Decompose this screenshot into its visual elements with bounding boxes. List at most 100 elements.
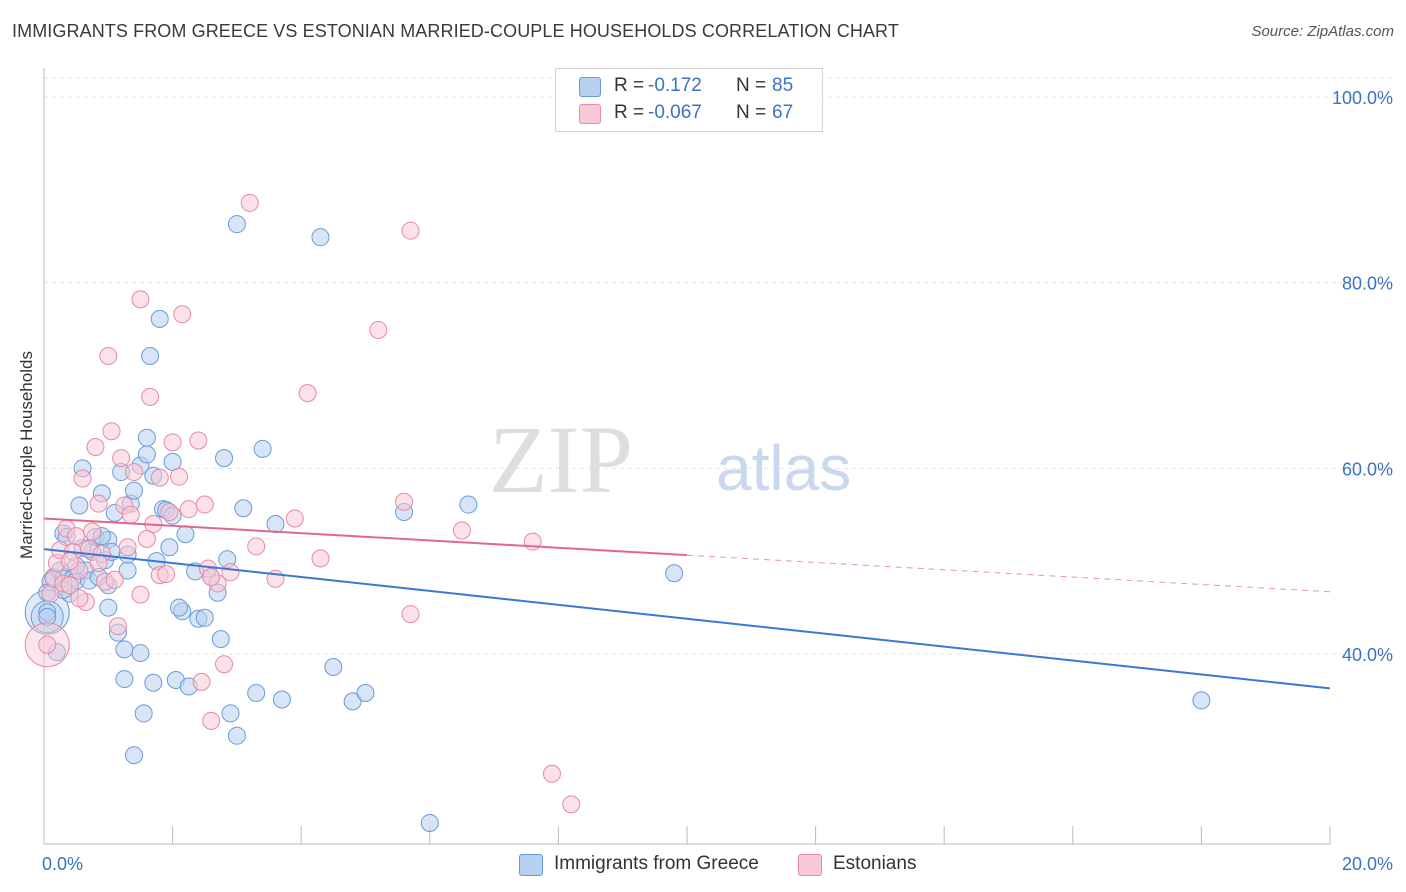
- y-tick-label: 100.0%: [1332, 88, 1393, 108]
- point-estonians: [150, 468, 169, 487]
- point-greece: [150, 309, 169, 328]
- point-greece: [144, 673, 163, 692]
- point-greece: [211, 630, 230, 649]
- point-greece: [311, 228, 330, 247]
- point-estonians: [298, 384, 317, 403]
- gridlines: [44, 77, 1394, 655]
- point-greece: [356, 683, 375, 702]
- legend-r-value: -0.172: [648, 75, 702, 96]
- point-greece: [1192, 691, 1211, 710]
- point-estonians: [163, 433, 182, 452]
- source-note: Source: ZipAtlas.com: [1251, 23, 1394, 40]
- data-points: [24, 193, 1211, 832]
- point-estonians: [60, 552, 79, 571]
- point-greece: [420, 813, 439, 832]
- x-tick-label: 0.0%: [42, 854, 83, 874]
- legend-n-value: 85: [772, 75, 794, 96]
- point-estonians: [89, 554, 108, 573]
- point-greece: [266, 515, 285, 534]
- point-greece: [227, 215, 246, 234]
- bottom-legend-label-greece: Immigrants from Greece: [554, 853, 759, 874]
- point-greece: [272, 690, 291, 709]
- point-greece: [170, 598, 189, 617]
- legend-r-label: R =: [614, 102, 645, 123]
- point-greece: [99, 598, 118, 617]
- point-estonians: [179, 500, 198, 519]
- y-tick-label: 60.0%: [1342, 459, 1393, 479]
- trend-lines: [43, 517, 1331, 690]
- point-estonians: [89, 494, 108, 513]
- point-estonians: [38, 635, 57, 654]
- legend-n-label: N =: [736, 75, 767, 96]
- point-greece: [38, 607, 57, 626]
- x-tick-label: 20.0%: [1342, 854, 1393, 874]
- point-greece: [221, 704, 240, 723]
- point-estonians: [401, 221, 420, 240]
- legend-swatch-greece: [579, 77, 601, 97]
- point-greece: [247, 683, 266, 702]
- tick-labels: 40.0% 60.0% 80.0% 100.0% 0.0% 20.0%: [42, 88, 1393, 874]
- point-estonians: [247, 537, 266, 556]
- bottom-legend-swatch-estonians: [798, 854, 822, 876]
- point-estonians: [83, 522, 102, 541]
- watermark: ZIP atlas: [489, 406, 851, 513]
- point-greece: [163, 452, 182, 471]
- point-estonians: [369, 321, 388, 340]
- axes: [43, 68, 1331, 845]
- point-estonians: [240, 193, 259, 212]
- point-greece: [665, 564, 684, 583]
- legend-r-value: -0.067: [648, 102, 702, 123]
- point-estonians: [67, 527, 86, 546]
- point-estonians: [285, 509, 304, 528]
- legend-r-label: R =: [614, 75, 645, 96]
- point-estonians: [195, 495, 214, 514]
- point-greece: [137, 428, 156, 447]
- point-greece: [70, 496, 89, 515]
- trend-line-greece: [43, 548, 1331, 690]
- point-estonians: [131, 290, 150, 309]
- point-greece: [459, 495, 478, 514]
- point-greece: [343, 692, 362, 711]
- point-greece: [160, 538, 179, 557]
- trend-line-estonians: [43, 517, 688, 557]
- point-greece: [141, 347, 160, 366]
- chart-title: IMMIGRANTS FROM GREECE VS ESTONIAN MARRI…: [12, 21, 899, 41]
- point-greece: [115, 670, 134, 689]
- watermark-zip: ZIP: [489, 406, 633, 513]
- point-estonians: [70, 589, 89, 608]
- point-estonians: [99, 347, 118, 366]
- legend-n-label: N =: [736, 102, 767, 123]
- legend-swatch-estonians: [579, 104, 601, 124]
- bottom-legend-swatch-greece: [519, 854, 543, 876]
- point-greece: [253, 439, 272, 458]
- legend-n-value: 67: [772, 102, 794, 123]
- point-estonians: [221, 563, 240, 582]
- point-estonians: [562, 795, 581, 814]
- point-estonians: [102, 422, 121, 441]
- bottom-legend-label-estonians: Estonians: [833, 853, 917, 874]
- point-greece: [227, 726, 246, 745]
- point-estonians: [105, 570, 124, 589]
- point-estonians: [108, 617, 127, 636]
- point-estonians: [131, 585, 150, 604]
- point-estonians: [118, 538, 137, 557]
- point-greece: [195, 608, 214, 627]
- point-greece: [324, 657, 343, 676]
- point-estonians: [60, 576, 79, 595]
- point-estonians: [311, 549, 330, 568]
- y-tick-label: 40.0%: [1342, 645, 1393, 665]
- point-estonians: [173, 305, 192, 324]
- point-estonians: [401, 605, 420, 624]
- point-greece: [137, 445, 156, 464]
- point-estonians: [137, 529, 156, 548]
- point-estonians: [452, 521, 471, 540]
- point-greece: [215, 449, 234, 468]
- correlation-legend: R = -0.172 N = 85 R = -0.067 N = 67: [555, 68, 823, 132]
- point-greece: [234, 499, 253, 518]
- y-tick-label: 80.0%: [1342, 274, 1393, 294]
- point-greece: [125, 746, 144, 765]
- point-greece: [176, 525, 195, 544]
- point-estonians: [86, 437, 105, 456]
- point-greece: [125, 481, 144, 500]
